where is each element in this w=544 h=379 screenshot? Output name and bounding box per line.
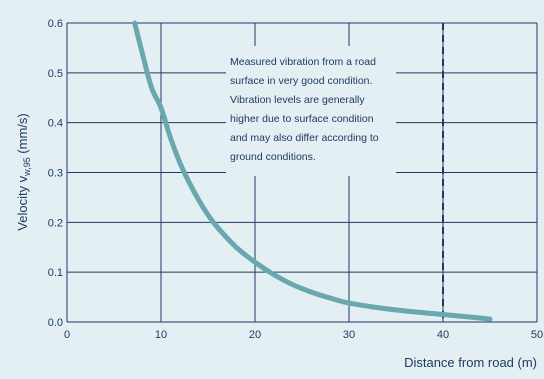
tick-labels: 0.0 0.1 0.2 0.3 0.4 0.5 0.6 0 10 20 30 40 50 xyxy=(48,18,543,341)
y-axis-title: Velocity vw,95 (mm/s) xyxy=(15,113,32,230)
y-tick-label: 0.5 xyxy=(48,68,63,80)
y-axis-title-subscript: w,95 xyxy=(22,157,32,177)
x-tick-label: 40 xyxy=(437,329,449,341)
series-layer xyxy=(132,20,493,322)
x-tick-label: 0 xyxy=(64,329,70,341)
y-tick-label: 0.3 xyxy=(48,168,63,180)
x-tick-label: 30 xyxy=(343,329,355,341)
annotation-line: ground conditions. xyxy=(230,151,316,163)
x-tick-label: 50 xyxy=(531,329,543,341)
y-tick-label: 0.2 xyxy=(48,217,63,229)
y-axis-title-prefix: Velocity v xyxy=(15,175,30,230)
y-axis-title-suffix: (mm/s) xyxy=(15,113,30,157)
annotation-line: higher due to surface condition xyxy=(230,113,374,125)
annotation-line: Vibration levels are generally xyxy=(230,94,365,106)
annotation-line: Measured vibration from a road xyxy=(230,56,376,68)
x-tick-label: 20 xyxy=(249,329,261,341)
x-tick-label: 10 xyxy=(155,329,167,341)
series-line xyxy=(132,20,493,322)
annotation-background xyxy=(226,46,396,176)
annotation-box: Measured vibration from a road surface in… xyxy=(226,46,396,176)
y-tick-label: 0.4 xyxy=(48,118,63,130)
y-tick-label: 0.0 xyxy=(48,317,63,329)
y-tick-label: 0.6 xyxy=(48,18,63,30)
annotation-line: surface in very good condition. xyxy=(230,75,372,87)
annotation-line: and may also differ according to xyxy=(230,132,379,144)
x-axis-title: Distance from road (m) xyxy=(404,355,537,370)
y-tick-label: 0.1 xyxy=(48,267,63,279)
